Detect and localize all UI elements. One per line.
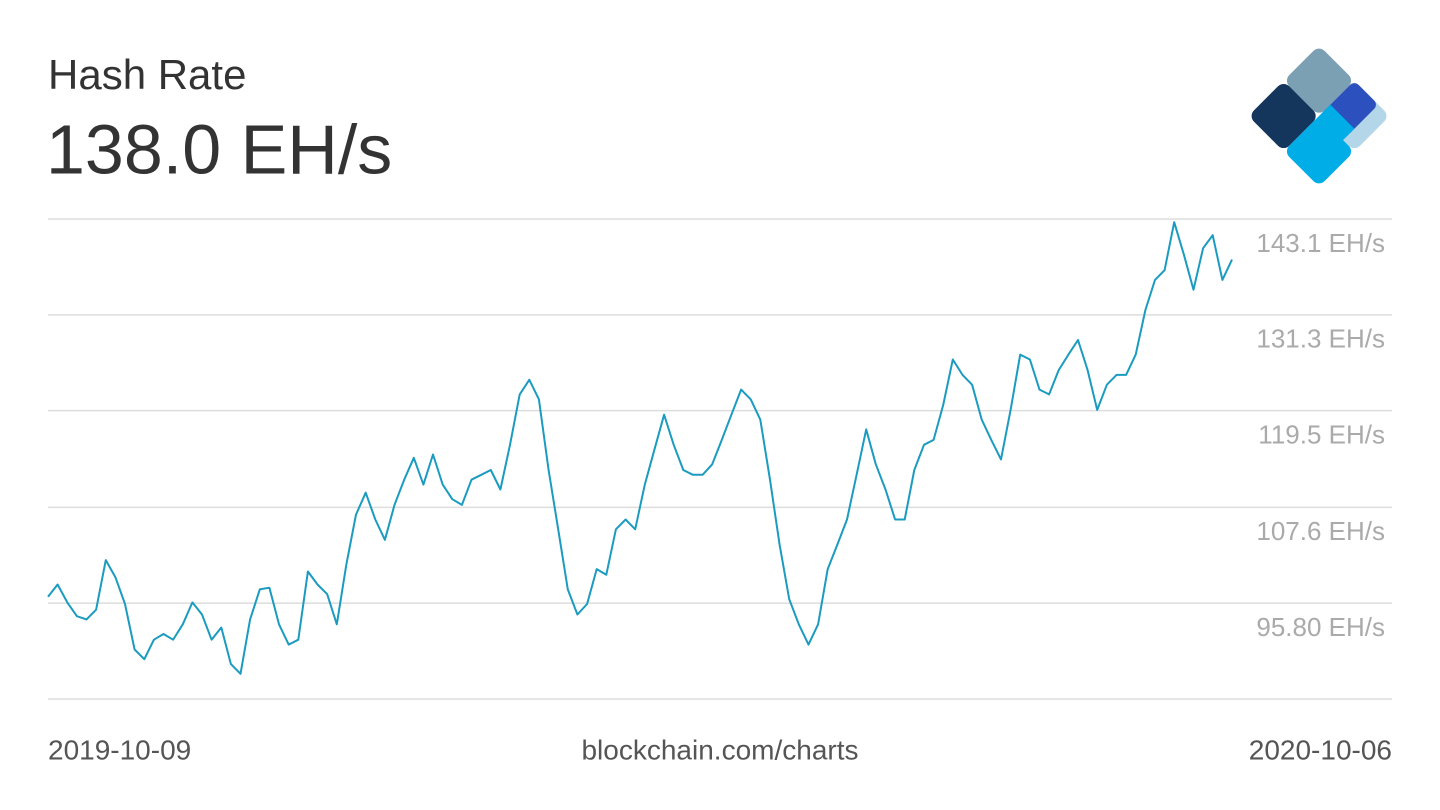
y-tick-label: 131.3 EH/s [1256,324,1385,354]
y-tick-label: 119.5 EH/s [1258,420,1385,450]
logo-tile [1309,104,1355,150]
logo-tile [1251,83,1316,149]
source: blockchain.com/charts [581,734,858,765]
logo [1251,48,1387,184]
x-end-label: 2020-10-06 [1249,734,1392,765]
y-tick-label: 95.80 EH/s [1256,612,1385,642]
x-start-label: 2019-10-09 [48,734,191,765]
current-value: 138.0 EH/s [46,110,392,188]
data-line [47,221,1233,675]
y-tick-label: 143.1 EH/s [1256,228,1385,258]
chart-title: Hash Rate [48,51,246,98]
y-tick-label: 107.6 EH/s [1256,516,1385,546]
logo-tile [1286,48,1352,113]
